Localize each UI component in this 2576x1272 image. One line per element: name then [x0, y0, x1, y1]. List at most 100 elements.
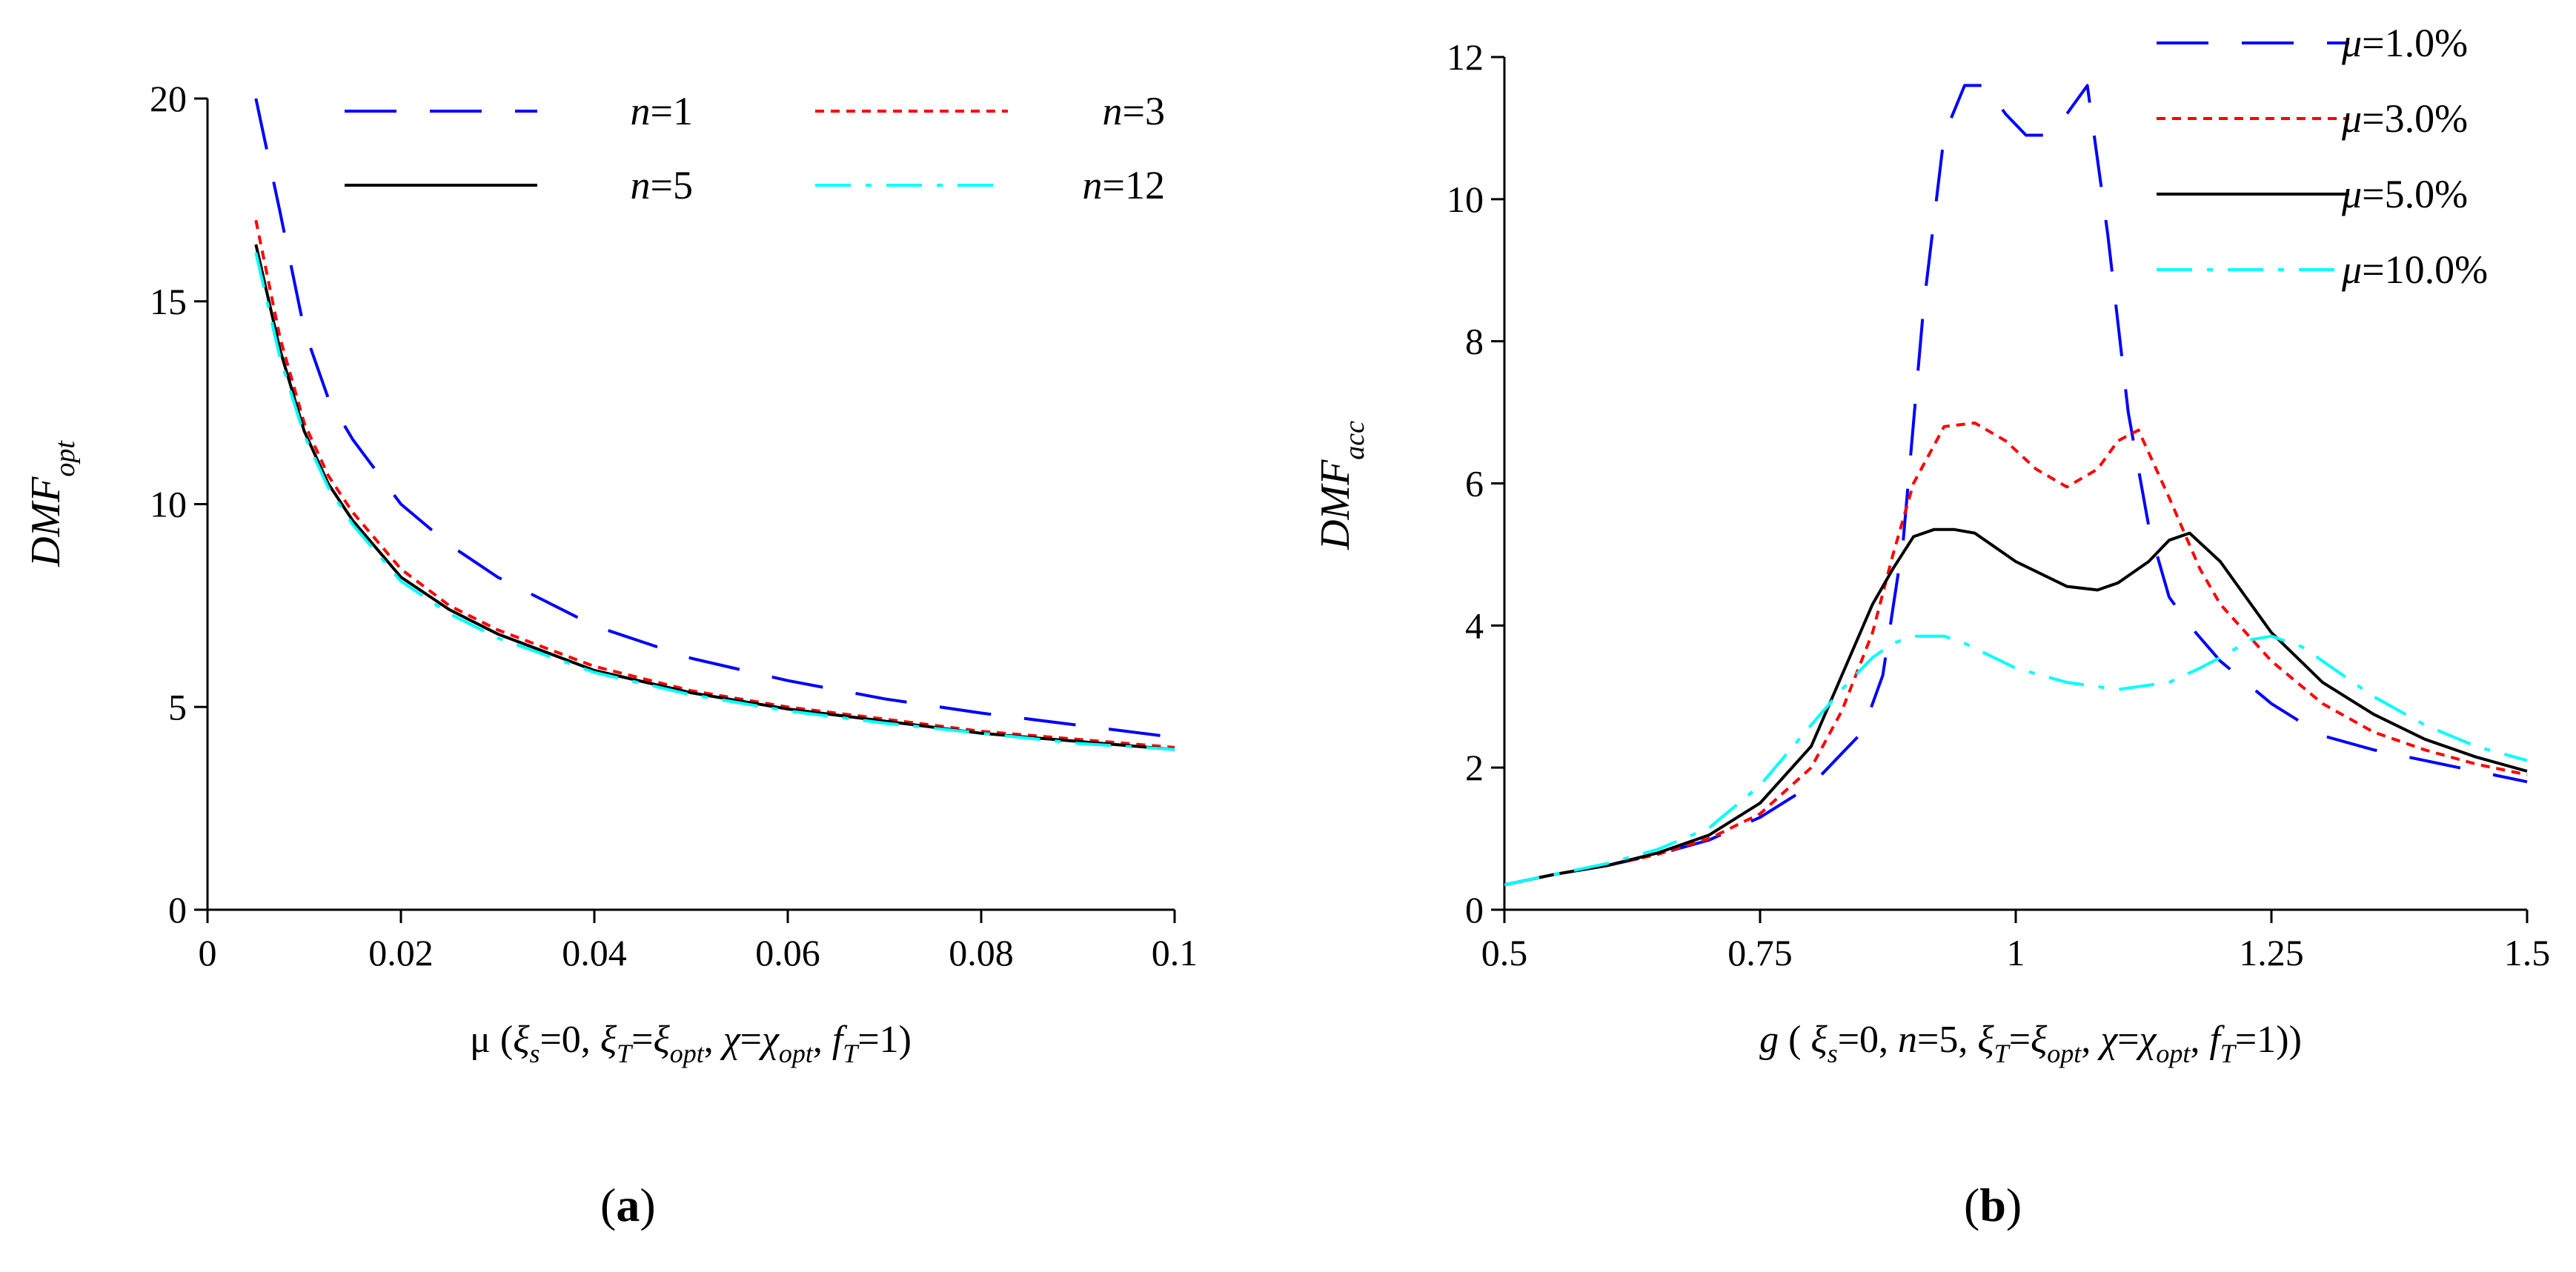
x-axis-label-part: = [740, 1019, 762, 1061]
y-tick-label: 10 [1447, 179, 1484, 220]
x-axis-label-part: ξ [513, 1019, 530, 1061]
legend-label-var: n [631, 89, 651, 133]
x-tick-label: 0.08 [949, 932, 1014, 973]
y-tick-label: 5 [168, 686, 187, 727]
y-tick-label: 15 [150, 281, 187, 322]
x-axis-label: μ (ξs=0, ξT=ξopt, χ=χopt, fT=1) [470, 1019, 912, 1068]
legend-label-var: n [1083, 163, 1103, 207]
x-axis-label-part: T [2220, 1039, 2237, 1068]
y-tick-label: 20 [150, 78, 187, 119]
x-axis-label-part: ξ [600, 1019, 617, 1061]
series-line-a-3 [254, 252, 1175, 751]
x-axis-label-part: χ [758, 1019, 780, 1061]
x-axis-label-part: n [1898, 1019, 1917, 1061]
x-tick-label: 0.75 [1727, 932, 1793, 973]
legend-label-a-3: n=12 [1083, 163, 1165, 207]
y-tick-label: 8 [1465, 321, 1484, 362]
x-axis-label-part: T [1994, 1039, 2011, 1068]
series-line-a-0 [254, 98, 1175, 739]
legend-label-var: μ [2341, 96, 2362, 141]
x-axis-label-part: , [2081, 1019, 2100, 1061]
x-tick-label: 0.5 [1481, 932, 1528, 973]
x-axis-label-part: ξ [653, 1019, 670, 1061]
y-axis-label: DMFopt [23, 440, 81, 567]
legend-label-val: =12 [1103, 163, 1165, 207]
x-axis-label-part: ξ [1810, 1019, 1828, 1061]
x-axis-label-part: , [704, 1019, 723, 1061]
legend-label-a-1: n=3 [1103, 89, 1165, 133]
y-tick-label: 6 [1465, 463, 1484, 505]
legend-label-val: =1.0% [2362, 21, 2468, 65]
legend-label-b-2: μ=5.0% [2341, 172, 2468, 216]
legend-label-b-1: μ=3.0% [2341, 96, 2468, 141]
legend-label-var: n [1103, 89, 1123, 133]
y-axis-label-main: DMF [1312, 459, 1358, 550]
legend-label-var: μ [2341, 247, 2362, 292]
legend-label-val: =3 [1123, 89, 1165, 133]
series-line-b-2 [1504, 527, 2528, 887]
x-axis-label-part: =0, [540, 1019, 600, 1061]
x-axis-label-part: =1) [857, 1019, 912, 1061]
y-tick-label: 0 [1465, 889, 1484, 930]
x-axis-label-part: ξ [2031, 1019, 2048, 1061]
y-tick-label: 10 [150, 484, 187, 525]
legend-label-val: =5.0% [2362, 172, 2468, 216]
legend-label-val: =3.0% [2362, 96, 2468, 141]
legend-label-a-0: n=1 [631, 89, 693, 133]
x-axis-label-part: , [2190, 1019, 2209, 1061]
x-axis-label-part: μ ( [470, 1019, 513, 1061]
x-tick-label: 0.1 [1152, 932, 1198, 973]
x-axis-label-part: =5, [1917, 1019, 1977, 1061]
x-axis-label-part: χ [720, 1019, 741, 1061]
x-tick-label: 1.25 [2239, 932, 2304, 973]
x-axis-label-part: opt [2047, 1039, 2082, 1068]
chart-panel-a: 0 0.02 0.04 0.06 0.08 0.1 0 5 10 15 20 DMFopt μ (ξs=… [23, 78, 1198, 1068]
x-tick-label: 0.02 [368, 932, 434, 973]
x-axis-label-part: , [813, 1019, 832, 1061]
legend-label-val: =5 [651, 163, 693, 207]
x-axis-label-part: g [1759, 1019, 1779, 1061]
y-tick-label: 12 [1447, 36, 1484, 78]
x-axis-label-part: = [631, 1019, 653, 1061]
x-axis-label-part: =1)) [2235, 1019, 2302, 1061]
x-tick-label: 1.5 [2504, 932, 2551, 973]
x-axis-label-part: T [843, 1039, 860, 1068]
x-axis-label: g ( ξs=0, n=5, ξT=ξopt, χ=χopt, fT=1)) [1759, 1019, 2302, 1068]
legend-label-b-3: μ=10.0% [2341, 247, 2488, 292]
legend-label-b-0: μ=1.0% [2341, 21, 2468, 65]
legend-label-var: n [631, 163, 651, 207]
legend-label-var: μ [2341, 172, 2362, 216]
x-tick-label: 0 [199, 932, 217, 973]
legend-label-val: =1 [651, 89, 693, 133]
legend-label-val: =10.0% [2362, 247, 2488, 292]
panel-a-caption: (a) [600, 1179, 656, 1231]
series-line-b-1 [1504, 422, 2528, 887]
x-axis-label-part: opt [779, 1039, 814, 1068]
x-axis-label-part: =0, [1838, 1019, 1898, 1061]
series-line-a-1 [254, 219, 1175, 749]
x-axis-label-part: χ [2097, 1019, 2118, 1061]
x-axis-label-part: ( [1779, 1019, 1810, 1061]
y-tick-label: 0 [168, 889, 187, 930]
legend-label-a-2: n=5 [631, 163, 693, 207]
x-axis-label-part: T [617, 1039, 634, 1068]
y-axis-label: DMFacc [1312, 421, 1370, 550]
x-axis-label-part: ξ [1977, 1019, 1994, 1061]
x-axis-label-part: = [2117, 1019, 2139, 1061]
series-line-b-0 [1504, 84, 2528, 887]
y-axis-label-sub: acc [1339, 421, 1370, 460]
x-axis-label-part: s [1828, 1039, 1838, 1068]
x-axis-label-part: opt [670, 1039, 705, 1068]
x-tick-label: 1 [2007, 932, 2025, 973]
series-line-b-3 [1504, 634, 2528, 887]
x-axis-label-part: χ [2136, 1019, 2157, 1061]
x-tick-label: 0.06 [755, 932, 820, 973]
y-tick-label: 4 [1465, 605, 1484, 646]
legend-label-var: μ [2341, 21, 2362, 65]
y-tick-label: 2 [1465, 747, 1484, 788]
x-tick-label: 0.04 [562, 932, 627, 973]
panel-b-caption: (b) [1964, 1179, 2022, 1231]
